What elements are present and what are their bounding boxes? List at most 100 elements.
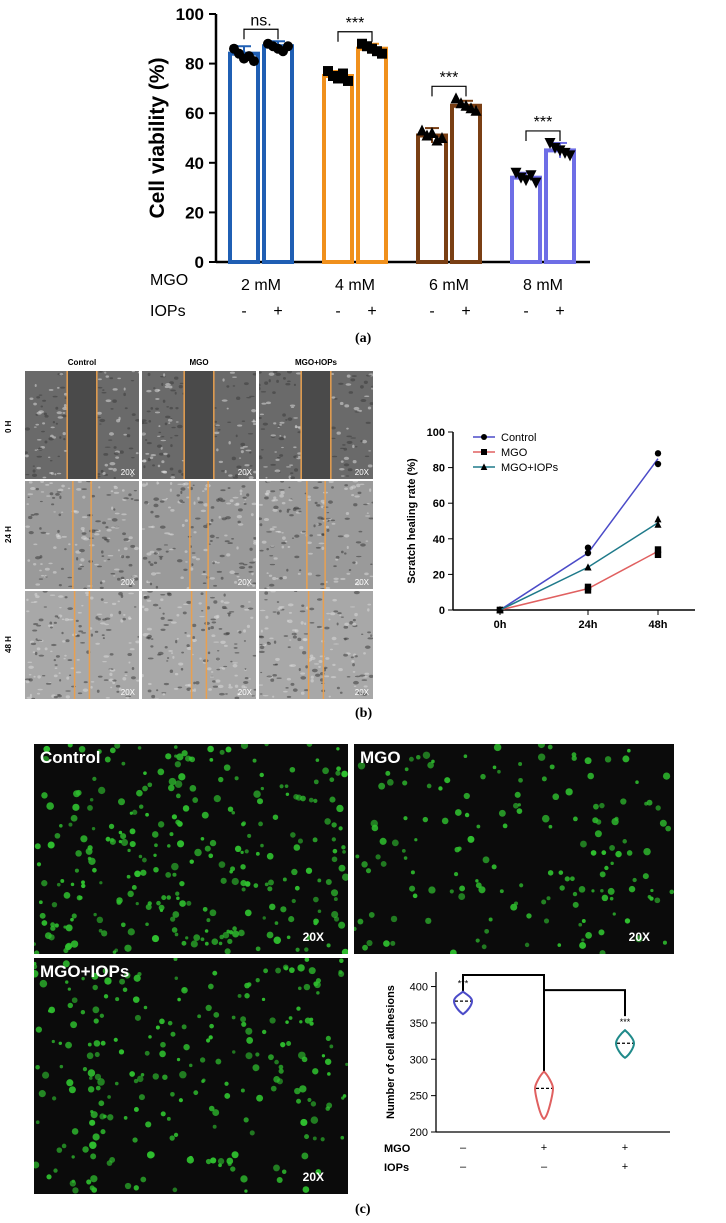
series-line xyxy=(499,550,659,611)
cell-texture xyxy=(137,636,139,638)
cell-texture xyxy=(33,623,39,626)
cell-texture xyxy=(155,407,159,410)
adhered-cell xyxy=(65,924,73,932)
adhered-cell xyxy=(208,1105,215,1112)
cell-texture xyxy=(103,602,108,604)
cell-texture xyxy=(287,603,294,607)
cell-texture xyxy=(353,503,358,507)
adhered-cell xyxy=(252,1064,260,1072)
adhered-cell xyxy=(325,879,332,886)
cell-texture xyxy=(148,525,154,528)
adhered-cell xyxy=(188,1063,193,1068)
adhered-cell xyxy=(170,916,176,922)
cell-texture xyxy=(99,581,103,585)
cell-texture xyxy=(367,631,371,634)
cell-texture xyxy=(108,467,114,470)
adhered-cell xyxy=(227,938,233,944)
adhered-cell xyxy=(98,1100,105,1107)
adhered-cell xyxy=(95,1085,101,1091)
cell-texture xyxy=(184,550,188,553)
cell-texture xyxy=(101,536,107,539)
cell-texture xyxy=(49,594,56,596)
adhered-cell xyxy=(99,881,103,885)
adhered-cell xyxy=(98,928,103,933)
cell-texture xyxy=(130,497,134,500)
adhered-cell xyxy=(127,890,134,898)
cell-texture xyxy=(234,652,240,654)
adhered-cell xyxy=(565,788,573,796)
cell-texture xyxy=(32,469,36,473)
adhered-cell xyxy=(259,772,264,778)
cell-texture xyxy=(328,695,331,698)
cell-texture xyxy=(36,396,41,399)
data-point xyxy=(525,170,537,182)
data-point xyxy=(530,177,542,189)
series-line xyxy=(499,458,659,611)
adhered-cell xyxy=(578,886,586,893)
cell-texture xyxy=(288,611,293,614)
cell-texture xyxy=(252,422,256,426)
adhered-cell xyxy=(322,767,329,775)
cell-texture xyxy=(333,398,338,400)
data-point xyxy=(654,460,662,468)
cell-texture xyxy=(266,547,269,551)
cell-texture xyxy=(160,594,166,596)
cell-texture xyxy=(44,414,49,418)
adhered-cell xyxy=(209,1023,214,1029)
cell-texture xyxy=(294,534,300,538)
cell-texture xyxy=(58,584,62,587)
significance-label: ns. xyxy=(250,12,271,29)
cell-texture xyxy=(128,536,133,540)
cell-texture xyxy=(147,372,151,377)
adhered-cell xyxy=(297,964,305,972)
cell-texture xyxy=(124,407,128,410)
adhered-cell xyxy=(307,1097,312,1102)
cell-texture xyxy=(276,611,280,615)
cell-texture xyxy=(322,502,325,505)
adhered-cell xyxy=(585,931,592,939)
cell-texture xyxy=(110,572,116,575)
cell-texture xyxy=(259,549,264,552)
cell-texture xyxy=(343,625,349,629)
adhered-cell xyxy=(569,876,575,882)
cell-texture xyxy=(345,383,352,386)
cell-texture xyxy=(285,419,288,421)
cell-texture xyxy=(328,618,331,621)
cell-texture xyxy=(177,686,183,689)
adhered-cell xyxy=(294,885,300,891)
cell-texture xyxy=(232,663,238,668)
cell-texture xyxy=(294,555,300,559)
cell-texture xyxy=(223,665,228,668)
cell-texture xyxy=(184,684,191,687)
cell-texture xyxy=(243,629,247,633)
cell-texture xyxy=(288,499,293,502)
adhered-cell xyxy=(333,897,338,902)
adhered-cell xyxy=(329,1044,334,1049)
adhered-cell xyxy=(182,805,190,812)
cell-texture xyxy=(176,559,183,563)
adhered-cell xyxy=(48,1009,52,1013)
cell-texture xyxy=(248,565,253,569)
cell-texture xyxy=(166,454,171,458)
adhered-cell xyxy=(106,1160,113,1166)
cell-texture xyxy=(56,491,62,493)
cell-texture xyxy=(199,616,205,618)
cell-texture xyxy=(97,565,102,568)
cell-texture xyxy=(102,661,107,663)
cell-texture xyxy=(191,552,196,554)
cell-texture xyxy=(226,502,232,505)
legend-label: MGO+IOPs xyxy=(501,462,559,474)
adhered-cell xyxy=(70,917,74,922)
adhered-cell xyxy=(224,1093,231,1099)
cell-texture xyxy=(68,543,71,546)
comparison-bracket xyxy=(544,989,626,1017)
cell-texture xyxy=(307,572,313,576)
cell-texture xyxy=(25,678,31,681)
adhered-cell xyxy=(207,745,214,753)
cell-texture xyxy=(125,696,130,699)
adhered-cell xyxy=(94,1073,102,1081)
adhered-cell xyxy=(587,772,594,780)
cell-texture xyxy=(65,690,71,692)
cell-texture xyxy=(44,576,48,578)
cell-texture xyxy=(340,616,344,618)
